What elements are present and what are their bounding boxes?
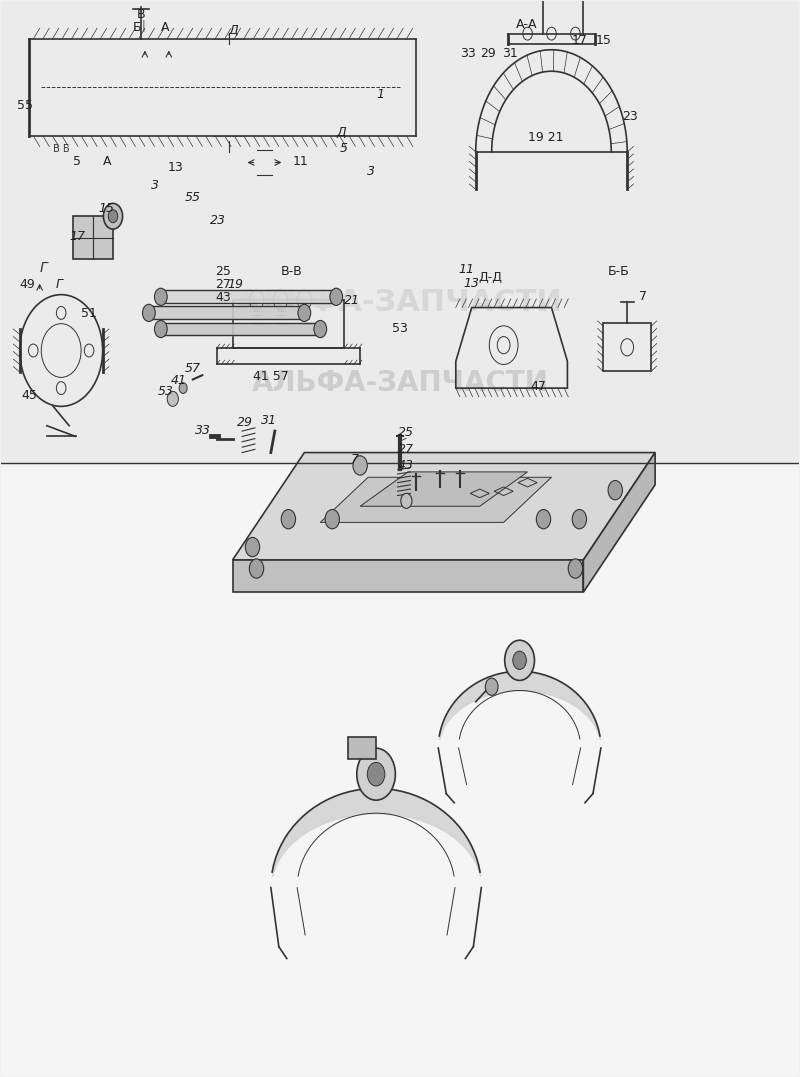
Text: 3: 3 xyxy=(366,166,374,179)
Circle shape xyxy=(568,559,582,578)
Bar xyxy=(73,216,113,260)
Circle shape xyxy=(536,509,550,529)
Text: 5: 5 xyxy=(340,142,348,155)
Text: 23: 23 xyxy=(622,110,638,123)
Circle shape xyxy=(103,204,122,229)
Text: 41: 41 xyxy=(171,374,187,387)
Text: 17: 17 xyxy=(571,34,587,47)
Text: В Б: В Б xyxy=(54,144,70,154)
Circle shape xyxy=(367,763,385,786)
Text: 15: 15 xyxy=(595,34,611,47)
Text: 23: 23 xyxy=(210,213,226,227)
Text: 33: 33 xyxy=(195,424,211,437)
Text: Г: Г xyxy=(40,261,47,275)
Text: 55: 55 xyxy=(18,99,34,112)
Text: 17: 17 xyxy=(69,229,85,243)
Polygon shape xyxy=(583,452,655,592)
Text: 51: 51 xyxy=(81,307,97,320)
Text: 25: 25 xyxy=(398,426,414,439)
Circle shape xyxy=(246,537,260,557)
Text: 11: 11 xyxy=(292,155,308,168)
Bar xyxy=(2,463,798,1076)
Bar xyxy=(603,323,651,372)
Circle shape xyxy=(513,652,526,670)
Text: 7: 7 xyxy=(350,453,358,466)
Text: 45: 45 xyxy=(22,389,37,402)
Text: В-В: В-В xyxy=(281,265,302,278)
Text: 43: 43 xyxy=(398,459,414,472)
Text: Б-Б: Б-Б xyxy=(607,265,629,278)
Text: АЛЬФА-ЗАПЧАСТИ: АЛЬФА-ЗАПЧАСТИ xyxy=(237,288,563,317)
Text: 29: 29 xyxy=(237,416,253,429)
Text: 49: 49 xyxy=(19,278,34,291)
Text: 21: 21 xyxy=(344,294,360,307)
Text: 27: 27 xyxy=(398,443,414,456)
Circle shape xyxy=(142,305,155,322)
Text: А: А xyxy=(102,155,111,168)
Text: 11: 11 xyxy=(458,263,474,276)
Text: 53: 53 xyxy=(158,384,174,397)
Text: 13: 13 xyxy=(167,162,183,174)
Circle shape xyxy=(282,509,295,529)
Polygon shape xyxy=(348,738,376,758)
Text: 43: 43 xyxy=(215,291,230,304)
Circle shape xyxy=(505,640,534,681)
Circle shape xyxy=(572,509,586,529)
Circle shape xyxy=(401,493,412,508)
Text: 7: 7 xyxy=(639,290,647,303)
Text: Б: Б xyxy=(133,22,142,34)
Text: 19 21: 19 21 xyxy=(527,131,563,144)
Text: 19: 19 xyxy=(227,278,243,291)
Polygon shape xyxy=(320,477,551,522)
Polygon shape xyxy=(233,560,583,592)
Text: Д: Д xyxy=(229,24,238,37)
Polygon shape xyxy=(360,472,527,506)
Text: 3: 3 xyxy=(151,180,159,193)
Circle shape xyxy=(108,210,118,223)
Polygon shape xyxy=(233,452,655,560)
Text: 29: 29 xyxy=(480,47,495,60)
Text: Г: Г xyxy=(55,278,62,291)
Circle shape xyxy=(486,679,498,696)
Bar xyxy=(233,300,344,348)
Text: 27: 27 xyxy=(215,278,231,291)
Text: 31: 31 xyxy=(502,47,518,60)
Text: Д-Д: Д-Д xyxy=(478,270,502,283)
Text: 53: 53 xyxy=(392,322,408,335)
Text: Д: Д xyxy=(336,126,346,139)
Bar xyxy=(2,1,798,463)
Circle shape xyxy=(330,289,342,306)
Text: 13: 13 xyxy=(464,277,480,290)
Circle shape xyxy=(250,559,264,578)
Text: В: В xyxy=(137,8,146,20)
Text: 57: 57 xyxy=(185,362,201,375)
Text: 5: 5 xyxy=(73,155,81,168)
Text: А-А: А-А xyxy=(515,18,537,31)
Circle shape xyxy=(154,321,167,337)
Circle shape xyxy=(353,456,367,475)
Text: 47: 47 xyxy=(530,380,546,393)
Text: 31: 31 xyxy=(262,414,278,426)
Text: 25: 25 xyxy=(215,265,231,278)
Text: А: А xyxy=(161,22,170,34)
Circle shape xyxy=(154,289,167,306)
Circle shape xyxy=(357,749,395,800)
Text: АЛЬФА-ЗАПЧАСТИ: АЛЬФА-ЗАПЧАСТИ xyxy=(251,368,549,396)
Circle shape xyxy=(314,321,326,337)
Circle shape xyxy=(608,480,622,500)
Text: 1: 1 xyxy=(376,88,384,101)
Text: │: │ xyxy=(141,19,146,31)
Text: 15: 15 xyxy=(98,201,114,215)
Text: 41 57: 41 57 xyxy=(253,369,288,382)
Text: 55: 55 xyxy=(185,192,201,205)
Circle shape xyxy=(325,509,339,529)
Circle shape xyxy=(167,391,178,406)
Circle shape xyxy=(179,382,187,393)
Circle shape xyxy=(298,305,310,322)
Text: 33: 33 xyxy=(460,47,475,60)
